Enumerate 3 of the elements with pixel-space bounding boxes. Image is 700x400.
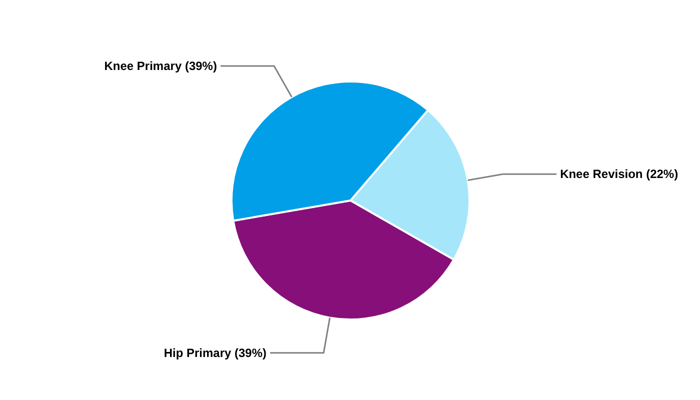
slice-label: Hip Primary (39%) xyxy=(164,346,267,360)
slice-label: Knee Revision (22%) xyxy=(560,167,678,182)
slice-label: Knee Primary (39%) xyxy=(104,58,217,73)
